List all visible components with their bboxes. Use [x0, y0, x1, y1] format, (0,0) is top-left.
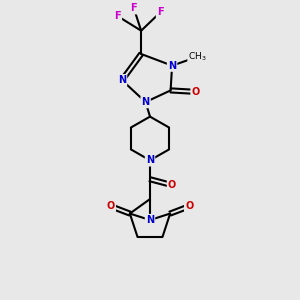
Text: N: N — [168, 61, 176, 70]
Text: N: N — [142, 97, 150, 107]
Text: O: O — [106, 201, 115, 211]
Text: N: N — [118, 75, 126, 85]
Text: O: O — [185, 201, 194, 211]
Text: F: F — [157, 7, 164, 17]
Text: F: F — [130, 3, 137, 13]
Text: F: F — [114, 11, 121, 21]
Text: CH$_3$: CH$_3$ — [188, 51, 206, 63]
Text: N: N — [146, 215, 154, 225]
Text: O: O — [191, 87, 200, 97]
Text: N: N — [146, 155, 154, 165]
Text: O: O — [168, 180, 176, 190]
